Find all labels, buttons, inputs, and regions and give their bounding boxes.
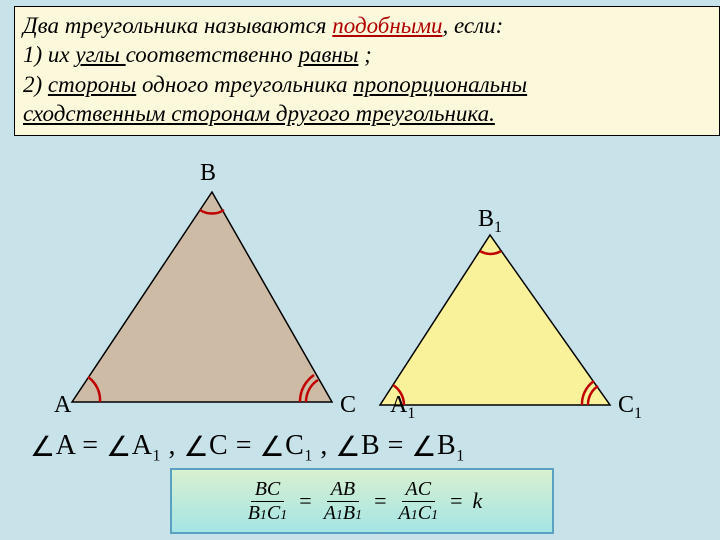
- angle-symbol: ∠: [411, 430, 437, 464]
- eq2-op2: =: [374, 488, 386, 514]
- eq1-A1: A: [132, 430, 153, 461]
- ratio-equation-box: BC B1C1 = AB A1B1 = AC A1C1 = k: [170, 468, 554, 534]
- label-C1-sub: 1: [634, 405, 642, 422]
- label-C1: C1: [618, 392, 642, 423]
- def-title-a: Два треугольника называются: [23, 13, 332, 38]
- def-l1-a: 1) их: [23, 42, 75, 67]
- frac-3: AC A1C1: [395, 479, 443, 524]
- triangle-small-svg: [370, 225, 620, 415]
- label-A1-letter: A: [390, 392, 407, 418]
- angle-symbol: ∠: [183, 430, 209, 464]
- eq2-op3: =: [450, 488, 462, 514]
- eq1-C1: C: [285, 430, 304, 461]
- angle-symbol: ∠: [30, 430, 56, 464]
- eq1-B1: B: [437, 430, 456, 461]
- eq1-c2: ,: [320, 430, 335, 461]
- eq1-eq1: =: [82, 430, 106, 461]
- f1dbs: 1: [280, 508, 287, 523]
- def-l1-c: соответственно: [126, 42, 299, 67]
- f1db: C: [267, 502, 280, 524]
- f2da: A: [324, 502, 336, 524]
- label-A1-sub: 1: [407, 405, 415, 422]
- label-B1-sub: 1: [494, 219, 502, 236]
- triangle-large-svg: [62, 182, 342, 412]
- f3da: A: [399, 502, 411, 524]
- eq2-k: k: [473, 488, 483, 514]
- eq1-A: A: [56, 430, 75, 461]
- eq1-C1s: 1: [304, 448, 313, 465]
- def-l2-b: стороны: [48, 72, 136, 97]
- triangle-small-poly: [380, 235, 610, 405]
- eq1-B1s: 1: [456, 448, 465, 465]
- frac2-num: AB: [331, 478, 355, 500]
- frac-2: AB A1B1: [320, 479, 366, 524]
- f3das: 1: [411, 508, 418, 523]
- definition-box: Два треугольника называются подобными, е…: [14, 6, 720, 136]
- label-C: C: [340, 392, 356, 419]
- def-keyword: подобными: [332, 13, 442, 38]
- def-l1-b: углы: [75, 42, 125, 67]
- frac3-num: AC: [406, 478, 432, 500]
- triangle-large: [62, 182, 342, 412]
- def-l2-d: пропорциональны: [353, 72, 527, 97]
- angle-equation: ∠A = ∠A1 , ∠C = ∠C1 , ∠B = ∠B1: [30, 428, 465, 466]
- angle-symbol: ∠: [260, 430, 286, 464]
- def-l2-a: 2): [23, 72, 48, 97]
- page-root: Два треугольника называются подобными, е…: [0, 0, 720, 540]
- triangle-large-poly: [72, 192, 332, 402]
- f1das: 1: [260, 508, 267, 523]
- def-l1-d: равны: [298, 42, 358, 67]
- label-A: A: [54, 392, 71, 419]
- label-A1: A1: [390, 392, 415, 423]
- angle-symbol: ∠: [106, 430, 132, 464]
- frac-1: BC B1C1: [244, 479, 292, 524]
- def-l3: сходственным сторонам другого треугольни…: [23, 101, 495, 126]
- eq1-eq2: =: [236, 430, 260, 461]
- eq1-C: C: [209, 430, 228, 461]
- label-B: B: [200, 160, 216, 187]
- eq1-eq3: =: [388, 430, 412, 461]
- f3dbs: 1: [431, 508, 438, 523]
- def-l1-e: ;: [358, 42, 371, 67]
- eq1-B: B: [361, 430, 380, 461]
- eq1-c1: ,: [168, 430, 183, 461]
- eq1-A1s: 1: [152, 448, 161, 465]
- def-title-tail: , если:: [443, 13, 504, 38]
- f2db: B: [343, 502, 355, 524]
- label-C1-letter: C: [618, 392, 634, 418]
- angle-symbol: ∠: [335, 430, 361, 464]
- triangle-small: [370, 225, 620, 412]
- frac1-num: BC: [255, 478, 281, 500]
- f2das: 1: [336, 508, 343, 523]
- eq2-op1: =: [299, 488, 311, 514]
- def-l2-c: одного треугольника: [136, 72, 353, 97]
- f3db: C: [418, 502, 431, 524]
- f2dbs: 1: [355, 508, 362, 523]
- label-B1-letter: B: [478, 206, 494, 232]
- label-B1: B1: [478, 206, 502, 237]
- f1da: B: [248, 502, 260, 524]
